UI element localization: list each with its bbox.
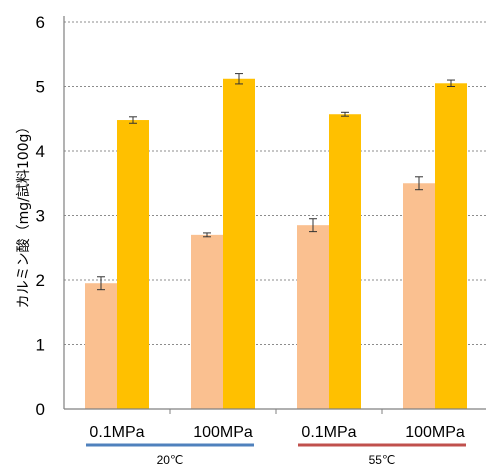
y-tick-label: 6 bbox=[36, 13, 45, 32]
bar bbox=[435, 83, 467, 410]
group-label: 20℃ bbox=[157, 453, 184, 466]
error-bars bbox=[97, 73, 455, 291]
y-tick-label: 0 bbox=[36, 400, 45, 419]
bars bbox=[85, 78, 467, 410]
category-labels: 0.1MPa 100MPa 0.1MPa 100MPa bbox=[89, 424, 464, 441]
y-tick-label: 4 bbox=[36, 142, 45, 161]
category-label: 0.1MPa bbox=[301, 424, 356, 441]
category-label: 0.1MPa bbox=[89, 424, 144, 441]
bar bbox=[117, 120, 149, 409]
bar bbox=[403, 183, 435, 409]
bar bbox=[297, 225, 329, 409]
axes bbox=[63, 16, 486, 414]
y-tick-labels: 0 1 2 3 4 5 6 bbox=[36, 13, 45, 419]
y-axis-label: カルミン酸（mg/試料100g） bbox=[16, 120, 32, 309]
bar bbox=[191, 234, 223, 409]
y-tick-label: 2 bbox=[36, 271, 45, 290]
group-labels: 20℃ 55℃ bbox=[86, 443, 466, 466]
y-tick-label: 3 bbox=[36, 207, 45, 226]
category-label: 100MPa bbox=[405, 424, 465, 441]
y-tick-label: 1 bbox=[36, 336, 45, 355]
group-label: 55℃ bbox=[369, 453, 396, 466]
bar bbox=[85, 283, 117, 409]
category-label: 100MPa bbox=[193, 424, 253, 441]
y-tick-label: 5 bbox=[36, 78, 45, 97]
bar bbox=[329, 114, 361, 410]
bar bbox=[223, 78, 255, 409]
